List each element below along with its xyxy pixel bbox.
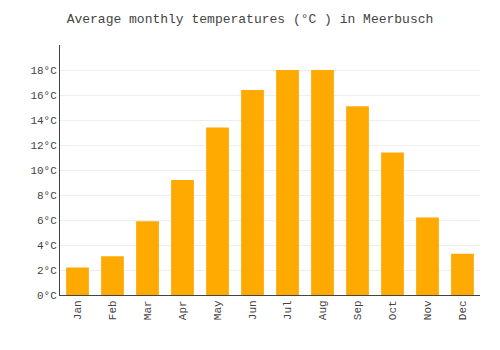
svg-text:4°C: 4°C — [37, 240, 57, 252]
svg-text:0°C: 0°C — [37, 290, 57, 302]
svg-text:Mar: Mar — [142, 300, 154, 320]
svg-text:Nov: Nov — [422, 300, 434, 320]
svg-text:12°C: 12°C — [30, 140, 57, 152]
svg-text:18°C: 18°C — [30, 65, 57, 77]
svg-text:Apr: Apr — [177, 300, 189, 320]
svg-text:Feb: Feb — [107, 300, 119, 320]
svg-text:Jan: Jan — [72, 300, 84, 320]
svg-text:6°C: 6°C — [37, 215, 57, 227]
svg-text:Average monthly temperatures (: Average monthly temperatures (°C ) in Me… — [67, 12, 434, 27]
svg-text:16°C: 16°C — [30, 90, 57, 102]
svg-text:14°C: 14°C — [30, 115, 57, 127]
svg-text:Jun: Jun — [247, 300, 259, 320]
svg-text:May: May — [212, 300, 224, 320]
svg-text:Jul: Jul — [282, 300, 294, 320]
svg-text:Aug: Aug — [317, 300, 329, 320]
svg-text:10°C: 10°C — [30, 165, 57, 177]
svg-text:Dec: Dec — [457, 300, 469, 320]
svg-text:8°C: 8°C — [37, 190, 57, 202]
svg-text:2°C: 2°C — [37, 265, 57, 277]
svg-text:Sep: Sep — [352, 300, 364, 320]
svg-text:Oct: Oct — [387, 300, 399, 320]
